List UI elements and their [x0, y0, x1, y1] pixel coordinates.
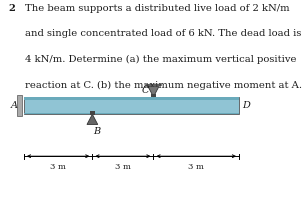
Text: A: A: [10, 101, 18, 110]
Bar: [151, 94, 156, 97]
Text: D: D: [242, 101, 250, 110]
Text: The beam supports a distributed live load of 2 kN/m: The beam supports a distributed live loa…: [25, 4, 290, 13]
Text: 2: 2: [8, 4, 15, 13]
Text: reaction at C. (b) the maximum negative moment at A.: reaction at C. (b) the maximum negative …: [25, 81, 302, 90]
Text: 4 kN/m. Determine (a) the maximum vertical positive: 4 kN/m. Determine (a) the maximum vertic…: [25, 55, 297, 64]
Bar: [24, 97, 239, 99]
Bar: [17, 95, 22, 116]
Text: 3 m: 3 m: [50, 163, 66, 171]
Text: and single concentrated load of 6 kN. The dead load is: and single concentrated load of 6 kN. Th…: [25, 29, 302, 38]
Text: 3 m: 3 m: [188, 163, 204, 171]
Bar: [24, 113, 239, 114]
Text: C: C: [142, 86, 149, 95]
Text: 3 m: 3 m: [115, 163, 131, 171]
Bar: [90, 111, 95, 115]
Polygon shape: [87, 114, 98, 124]
Text: B: B: [94, 126, 101, 136]
Bar: [24, 97, 239, 114]
Polygon shape: [148, 87, 159, 97]
